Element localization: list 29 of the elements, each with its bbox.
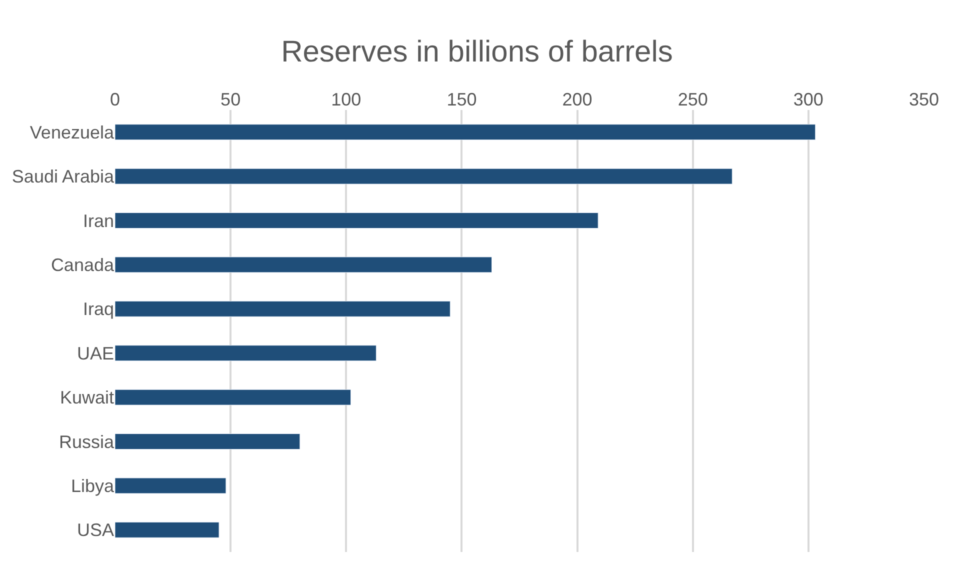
bar [115,168,732,184]
x-tick-label: 150 [446,89,477,110]
y-tick-label: Saudi Arabia [12,166,115,187]
y-tick-label: Libya [70,476,115,496]
bar [115,345,376,362]
bar [115,212,598,228]
x-tick-label: 100 [331,89,362,110]
y-tick-label: UAE [76,343,114,364]
y-tick-label: Venezuela [30,122,115,142]
y-tick-label: Iraq [82,299,114,320]
y-tick-label: USA [76,520,114,540]
bar [115,434,300,450]
y-tick-label: Russia [58,432,115,452]
bar [115,300,450,317]
bar [115,124,816,140]
y-tick-label: Canada [50,255,115,275]
y-tick-label: Kuwait [60,388,114,408]
bar [115,478,226,494]
x-tick-label: 50 [220,89,241,110]
bar [115,389,352,406]
x-tick-label: 200 [562,89,592,110]
x-tick-label: 0 [110,89,120,110]
bar [115,256,492,273]
bar [115,522,220,538]
chart-title: Reserves in billions of barrels [281,35,673,68]
y-tick-label: Iran [82,210,114,231]
x-tick-label: 250 [678,89,708,110]
x-tick-label: 350 [908,89,940,110]
x-tick-label: 300 [793,89,824,110]
